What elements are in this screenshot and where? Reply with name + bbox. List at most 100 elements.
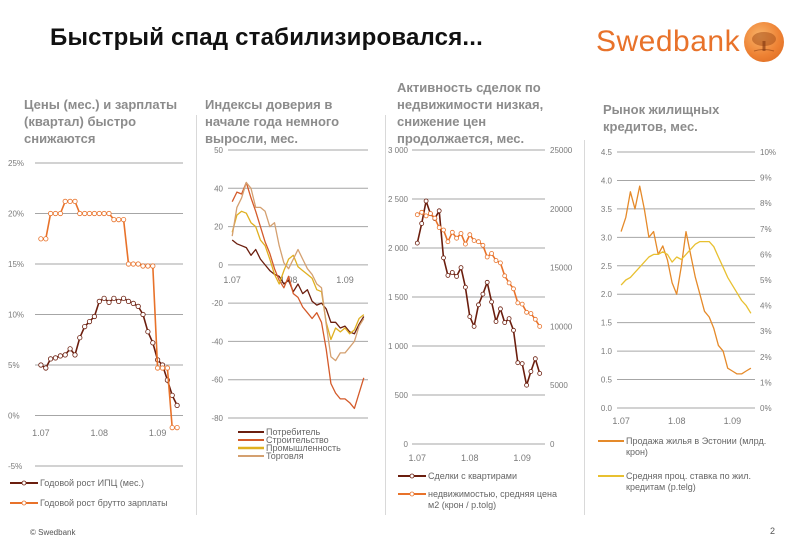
data-point: [445, 239, 451, 245]
data-point: [484, 279, 490, 285]
data-point: [445, 272, 451, 278]
data-point: [82, 323, 88, 330]
logo-text: Swedbank: [596, 25, 741, 58]
data-point: [38, 362, 44, 368]
legend-item: Продажа жилья в Эстонии (млрд. крон): [598, 436, 766, 457]
data-point: [506, 280, 512, 286]
legend-label: недвижимостью, средняя цена м2 (крон / p.…: [428, 489, 557, 510]
data-point: [480, 291, 486, 297]
data-point: [130, 261, 136, 267]
y2-tick-label: 7%: [760, 225, 772, 234]
data-point: [169, 424, 175, 431]
data-point: [427, 211, 433, 216]
data-point: [471, 238, 477, 244]
data-point: [62, 352, 68, 358]
y2-tick-label: 4%: [760, 302, 772, 311]
data-point: [52, 210, 59, 217]
data-point: [150, 263, 156, 269]
data-point: [511, 327, 516, 333]
data-point: [489, 299, 495, 305]
legend-item: Торговля: [238, 451, 304, 461]
y-tick-label: 1 500: [388, 293, 409, 302]
legend-label-line: кредитам (p.telg): [626, 482, 696, 492]
x-tick-label: 1.09: [513, 453, 531, 463]
data-point: [449, 270, 455, 275]
data-point: [72, 198, 78, 204]
legend-item: Промышленность: [238, 443, 341, 453]
x-tick-label: 1.08: [91, 428, 109, 438]
chart-4-heading: Рынок жилищных кредитов, мес.: [603, 102, 720, 134]
legend-label: Годовой рост брутто зарплаты: [40, 498, 168, 508]
y-tick-label: 40: [214, 184, 223, 193]
data-point: [502, 273, 508, 279]
slide-title: Быстрый спад стабилизировался...: [50, 24, 484, 51]
y-tick-label: 0%: [8, 412, 20, 421]
data-point: [532, 316, 538, 322]
y2-tick-label: 1%: [760, 378, 772, 387]
data-point: [96, 210, 102, 217]
y-tick-label: 2.5: [601, 262, 613, 271]
y-tick-label: 50: [214, 146, 223, 155]
y2-tick-label: 20000: [550, 205, 573, 214]
data-point: [476, 239, 481, 245]
data-point: [524, 309, 529, 315]
y2-tick-label: 10%: [760, 148, 776, 157]
legend-label: Потребитель: [266, 427, 320, 437]
data-point: [164, 365, 170, 371]
data-point: [62, 198, 68, 204]
legend-label: Промышленность: [266, 443, 341, 453]
data-point: [458, 231, 464, 236]
data-point: [77, 335, 83, 341]
data-point: [174, 424, 180, 431]
data-point: [135, 261, 141, 267]
series-line-2: [416, 211, 541, 327]
y2-tick-label: 6%: [760, 250, 772, 259]
data-point: [101, 295, 107, 301]
y-tick-label: 3.5: [601, 205, 613, 214]
data-point: [489, 251, 495, 256]
y-tick-label: 500: [395, 391, 409, 400]
data-point: [449, 229, 455, 235]
chart-4: 4.5 4.0 3.5 3.0 2.5 2.0 1.5 1.0 0.5 0.0 10% 9% 8% 7% 6…: [598, 148, 776, 492]
data-point: [471, 323, 477, 329]
data-point: [537, 323, 543, 329]
y-tick-label: 3 000: [388, 146, 409, 155]
series-line-3: [231, 210, 365, 341]
data-point: [414, 240, 420, 246]
data-point: [72, 352, 78, 358]
data-point: [467, 314, 473, 320]
legend-label: Годовой рост ИПЦ (мес.): [40, 478, 144, 488]
data-point: [502, 320, 508, 325]
series-line-2: [231, 181, 365, 410]
x-tick-label: 1.07: [612, 416, 630, 426]
x-tick-label: 1.09: [724, 416, 742, 426]
y-tick-label: 20: [214, 223, 223, 232]
y-tick-label: -60: [211, 376, 223, 385]
data-point: [519, 301, 525, 307]
x-tick-label: 1.09: [149, 428, 167, 438]
legend-label-line: м2 (крон / p.tolg): [428, 500, 496, 510]
data-point: [125, 261, 132, 267]
data-point: [467, 232, 473, 238]
legend-item: Сделки с квартирами: [398, 471, 517, 481]
x-tick-label: 1.07: [409, 453, 427, 463]
chart-3-heading: Активность сделок по недвижимости низкая…: [397, 80, 544, 146]
data-point: [150, 340, 156, 346]
data-point: [57, 210, 64, 217]
data-point: [436, 208, 442, 214]
x-tick-label: 1.08: [668, 416, 686, 426]
data-point: [43, 365, 49, 371]
legend-item: Годовой рост ИПЦ (мес.): [10, 478, 144, 488]
legend-item: Годовой рост брутто зарплаты: [10, 498, 168, 508]
copyright: © Swedbank: [30, 528, 76, 537]
data-point: [432, 215, 438, 221]
chart-1: 25% 20% 15% 10% 5% 0% -5% 1.07 1.08 1.09 Годовой р…: [8, 159, 183, 508]
data-point: [111, 217, 117, 223]
y2-tick-label: 2%: [760, 353, 772, 362]
legend-item: Потребитель: [238, 427, 320, 437]
data-point: [493, 319, 499, 324]
data-point: [423, 213, 429, 219]
data-point: [169, 392, 175, 398]
data-point: [91, 210, 98, 217]
data-point: [159, 365, 166, 371]
